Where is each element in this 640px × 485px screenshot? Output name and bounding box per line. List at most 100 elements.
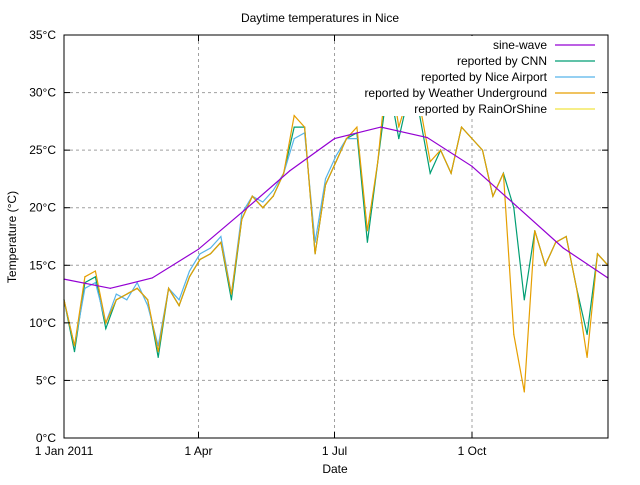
series-line-1 — [63, 80, 609, 358]
data-point — [345, 138, 348, 140]
data-point — [147, 304, 149, 307]
data-point — [502, 172, 504, 174]
data-point — [304, 126, 306, 128]
data-point — [73, 351, 76, 353]
data-point — [289, 170, 291, 172]
y-axis-label: Temperature (°C) — [5, 191, 19, 283]
data-point — [209, 247, 212, 249]
data-point — [544, 264, 546, 266]
data-point — [492, 195, 494, 197]
y-tick-label: 15°C — [29, 258, 56, 272]
data-point — [586, 356, 588, 358]
data-point — [157, 351, 159, 353]
data-point — [178, 304, 180, 307]
data-point — [178, 299, 180, 301]
x-tick-label: 1 Oct — [458, 444, 487, 458]
legend-label: reported by CNN — [457, 54, 547, 68]
data-point — [115, 293, 117, 295]
data-point — [481, 149, 484, 151]
data-point — [534, 230, 536, 232]
legend-label: reported by Nice Airport — [421, 70, 548, 84]
data-point — [335, 155, 337, 157]
data-point — [84, 276, 86, 278]
data-point — [356, 126, 358, 128]
legend-bg — [340, 68, 600, 84]
data-point — [314, 253, 316, 255]
data-point — [366, 230, 368, 232]
axis-ticks: 0°C 5°C 10°C 15°C 20°C 25°C 30°C 35°C 1 Jan 2011… — [29, 28, 608, 458]
chart-title: Daytime temperatures in Nice — [241, 11, 399, 25]
data-point — [293, 126, 295, 128]
data-point — [377, 161, 379, 163]
data-point — [105, 328, 107, 330]
data-point — [126, 299, 128, 301]
data-point — [241, 218, 243, 220]
data-point — [126, 293, 128, 295]
legend-bg — [340, 84, 600, 100]
data-point — [272, 195, 274, 197]
data-point — [197, 248, 200, 250]
legend-label: sine-wave — [493, 38, 547, 52]
legend-bg — [340, 52, 600, 68]
data-point — [333, 138, 336, 140]
data-point — [450, 172, 452, 174]
data-point — [460, 126, 463, 128]
data-point — [262, 207, 264, 209]
data-point — [242, 210, 244, 212]
data-point — [293, 138, 295, 140]
x-tick-label: 1 Jul — [322, 444, 347, 458]
legend-bg — [340, 36, 600, 52]
data-point — [220, 241, 222, 243]
data-point — [272, 189, 274, 192]
data-point — [105, 322, 107, 324]
data-point — [335, 161, 337, 163]
data-point — [471, 138, 473, 140]
data-point — [157, 356, 159, 358]
y-tick-label: 25°C — [29, 143, 56, 157]
data-point — [94, 276, 96, 278]
data-point — [523, 299, 525, 301]
data-point — [147, 299, 149, 301]
data-point — [398, 138, 400, 140]
data-point — [209, 253, 212, 255]
x-tick-label: 1 Jan 2011 — [35, 444, 94, 458]
data-point — [199, 253, 201, 255]
data-point — [366, 241, 368, 243]
data-point — [188, 276, 191, 278]
data-point — [136, 287, 138, 289]
data-point — [429, 172, 431, 174]
data-point — [220, 235, 222, 238]
data-point — [398, 126, 400, 128]
data-point — [283, 172, 285, 174]
data-point — [380, 126, 382, 128]
data-point — [109, 287, 111, 289]
y-tick-label: 5°C — [36, 373, 56, 387]
data-point — [471, 165, 473, 167]
data-point — [513, 333, 515, 335]
data-point — [562, 247, 564, 249]
data-point — [115, 299, 117, 301]
series-group — [63, 57, 609, 393]
data-point — [324, 184, 327, 186]
y-tick-label: 0°C — [36, 431, 56, 445]
data-point — [517, 207, 519, 209]
data-point — [94, 281, 96, 284]
legend: sine-wave reported by CNN reported by Nice… — [340, 36, 600, 116]
data-point — [513, 207, 515, 209]
data-point — [426, 136, 428, 139]
data-point — [230, 293, 232, 295]
data-point — [199, 258, 201, 261]
data-point — [293, 115, 295, 117]
data-point — [251, 195, 253, 197]
data-point — [157, 345, 159, 347]
data-point — [576, 287, 578, 289]
data-point — [262, 201, 264, 203]
data-point — [230, 299, 232, 301]
legend-bg — [340, 100, 600, 116]
data-point — [356, 138, 358, 140]
data-point — [151, 277, 153, 279]
data-point — [314, 241, 316, 243]
data-point — [523, 391, 525, 393]
data-point — [324, 178, 327, 180]
